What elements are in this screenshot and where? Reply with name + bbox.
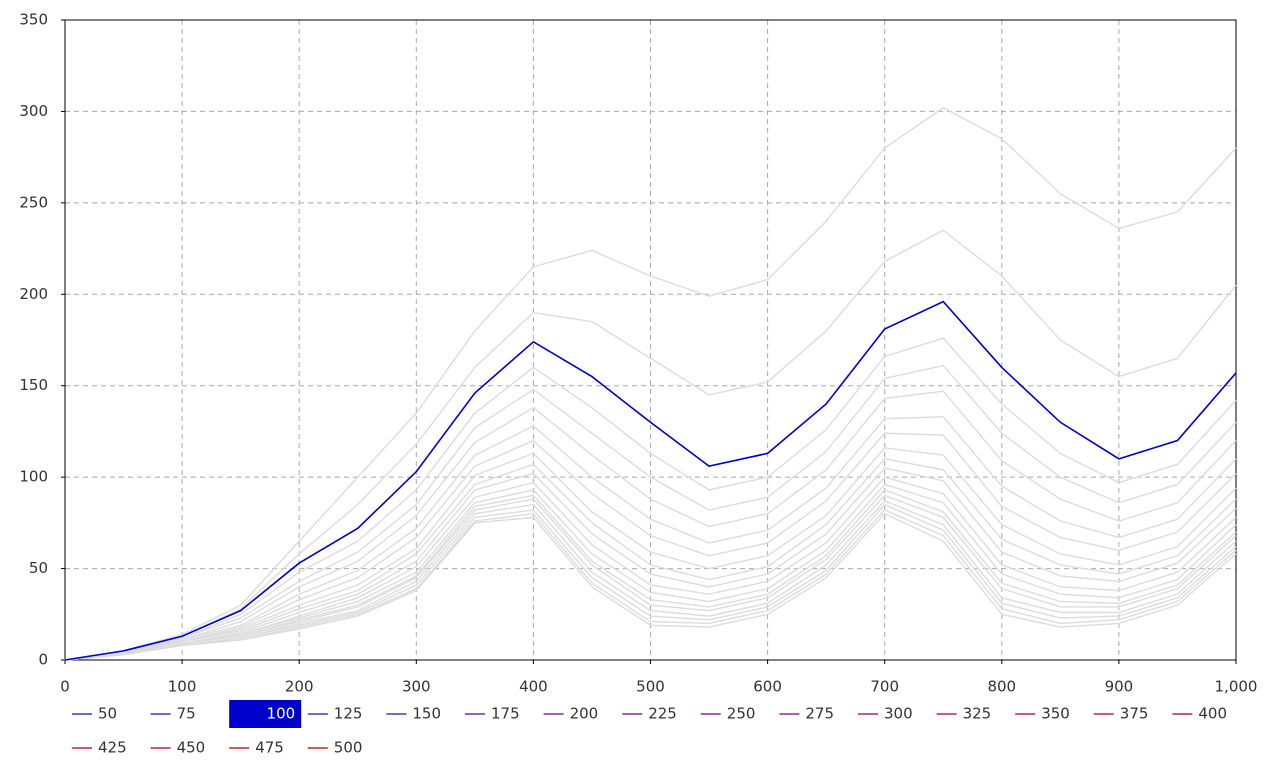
series-line [64,467,1237,661]
legend-label[interactable]: 425 [98,739,127,757]
x-tick-label: 700 [870,678,899,696]
legend-label[interactable]: 500 [334,739,363,757]
legend-label[interactable]: 300 [884,705,913,723]
series-line [64,432,1237,661]
legend-label[interactable]: 400 [1198,705,1227,723]
x-tick-label: 1,000 [1215,678,1258,696]
series-line [64,337,1237,661]
series-line [64,458,1237,661]
series-line [64,106,1237,661]
y-tick-label: 300 [19,102,48,120]
plot-frame [64,19,1237,661]
legend-selection [229,700,302,728]
x-tick-label: 400 [519,678,548,696]
legend-label[interactable]: 200 [570,705,599,723]
legend-label[interactable]: 375 [1120,705,1149,723]
series-line [64,390,1237,661]
legend-label[interactable]: 475 [255,739,284,757]
series-line [64,512,1237,661]
y-tick-label: 50 [29,559,48,577]
legend-label[interactable]: 325 [963,705,992,723]
series-line [64,447,1237,661]
legend-label[interactable]: 75 [177,705,196,723]
legend-label[interactable]: 175 [491,705,520,723]
x-tick-label: 500 [636,678,665,696]
series-line [64,416,1237,661]
x-tick-label: 600 [753,678,782,696]
series-line [64,300,1237,661]
x-tick-label: 100 [168,678,197,696]
y-tick-label: 200 [19,285,48,303]
legend-label[interactable]: 250 [727,705,756,723]
series-line [64,483,1237,661]
series-line [64,364,1237,661]
y-tick-label: 100 [19,468,48,486]
y-tick-label: 0 [38,651,48,669]
series-line [64,503,1237,661]
x-tick-label: 0 [60,678,70,696]
series-line [64,494,1237,661]
x-tick-label: 900 [1105,678,1134,696]
x-tick-label: 200 [285,678,314,696]
y-tick-label: 250 [19,193,48,211]
legend-label[interactable]: 225 [648,705,677,723]
x-tick-label: 300 [402,678,431,696]
legend-label[interactable]: 50 [98,705,117,723]
y-tick-label: 150 [19,376,48,394]
legend-label[interactable]: 450 [177,739,206,757]
legend-label[interactable]: 125 [334,705,363,723]
legend-label[interactable]: 150 [412,705,441,723]
series-line [64,229,1237,661]
legend-label[interactable]: 350 [1041,705,1070,723]
y-tick-label: 350 [19,11,48,29]
legend-label[interactable]: 100 [267,705,296,723]
x-tick-label: 800 [987,678,1016,696]
legend-label[interactable]: 275 [805,705,834,723]
